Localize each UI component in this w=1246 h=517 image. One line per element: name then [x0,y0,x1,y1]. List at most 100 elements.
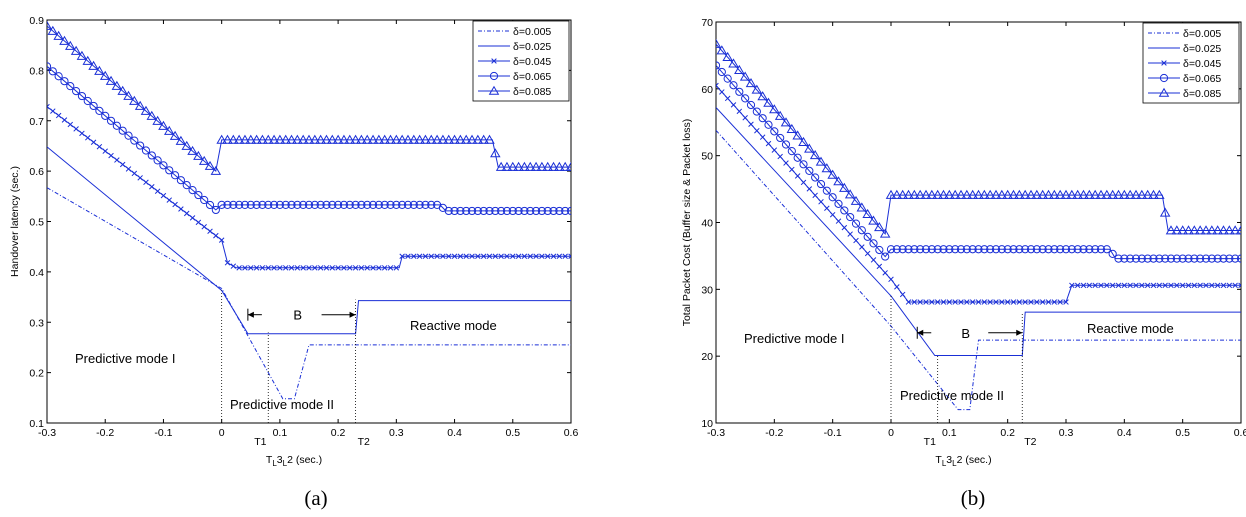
chart-a: -0.3 -0.2 -0.1 0 0.1 0.2 0.3 0.4 0.5 0.6 0.1 0.2 0.3… [9,15,578,510]
series-3-marker [969,299,976,305]
x-tick-label: 0.3 [389,427,404,439]
series-3-marker [824,205,830,211]
series-3-marker [85,135,91,141]
series-3-marker [265,265,271,271]
series-4-marker [1061,245,1071,254]
legend: δ=0.005 δ=0.025 δ=0.045 δ=0.065 δ=0.085 [472,20,570,102]
series-4-marker [60,77,69,86]
series-5-marker [827,169,838,179]
series-4-marker [851,219,861,228]
series-4-marker [1108,249,1117,259]
series-4-marker [398,200,407,209]
series-3-marker [434,253,440,260]
series-5-marker [792,130,803,140]
series-4-marker [363,200,372,209]
series-5-marker [245,134,257,144]
series-3-marker [47,103,50,110]
series-4-marker [799,160,808,169]
series-5-marker [262,134,274,144]
series-4-marker [1207,254,1216,263]
series-4-marker [549,206,558,216]
series-5-marker [1212,225,1223,235]
series-4-marker [316,200,325,209]
series-5-marker [1136,189,1148,199]
series-3-marker [556,253,563,260]
series-5-marker [140,105,152,115]
series-5-marker [874,222,885,232]
series-3-marker [1080,282,1087,289]
series-3-marker [1022,299,1028,305]
series-3-marker [1051,299,1058,305]
series-5-marker [373,134,385,144]
series-4-marker [927,245,936,254]
series-4-marker [1038,245,1047,254]
series-4-marker [898,245,907,254]
series-5-marker [65,40,76,50]
series-3-marker [90,139,97,145]
series-5-marker [94,65,105,75]
chart-b: -0.3 -0.2 -0.1 0 0.1 0.2 0.3 0.4 0.5 0.6 10 20 30 40 5… [681,17,1246,510]
legend-label-5: δ=0.085 [1183,88,1221,100]
series-4-marker [467,206,477,216]
series-4-marker [561,206,570,216]
series-4-marker [124,131,133,140]
legend-marker-4 [1159,73,1169,83]
series-5-marker [472,134,484,144]
series-5-marker [862,208,873,219]
series-3-marker [405,253,411,260]
series-4-marker [986,245,995,254]
y-tick-label: 20 [701,351,713,363]
series-4-marker [380,200,389,209]
series-3-marker [1191,282,1198,289]
legend-marker-3 [1161,60,1167,66]
series-4-marker [543,206,552,216]
legend-label-1: δ=0.005 [1183,28,1221,40]
series-3-marker [911,299,918,305]
series-3-marker [469,253,475,260]
series-5-marker [222,134,233,144]
series-5-marker [1189,225,1200,235]
series-4-marker [322,200,331,209]
series-3-marker [1074,282,1081,289]
series-3-marker [759,134,766,140]
series-4-marker [945,245,954,254]
series-3-marker [317,265,324,271]
series-5-marker [1224,225,1235,235]
series-5-marker [466,134,478,144]
series-3-marker [946,299,953,305]
series-5-marker [530,161,542,171]
series-3-marker [387,265,394,271]
legend-marker-3 [491,58,497,64]
series-3-marker [1168,282,1174,289]
series-3-marker [1039,299,1046,305]
y-axis-label: Total Packet Cost (Buffer size & Packet … [681,119,693,327]
series-3-marker [765,140,772,147]
series-4-marker [863,232,872,241]
series-5-marker [821,163,833,173]
series-3-marker [160,192,167,199]
series-3-marker [218,237,225,243]
series-4-marker [485,206,494,216]
series-4-marker [770,127,779,136]
series-5-marker [944,189,955,199]
series-3-marker [323,265,330,271]
series-4-marker [822,186,831,195]
series-5-marker [1031,189,1043,199]
y-tick-label: 0.1 [29,418,44,430]
series-4-marker [444,206,453,216]
series-4-marker [188,186,197,195]
series-4-marker [427,200,436,209]
series-3-marker [975,299,982,305]
series-3-marker [1086,282,1093,289]
series-4-marker [258,200,267,209]
series-5-marker [1200,225,1212,235]
series-3-marker [486,253,493,260]
series-3-marker [1104,282,1110,289]
series-4-marker [409,200,418,209]
series-4-marker [1196,254,1205,263]
series-5-marker [745,78,757,88]
series-3-marker [55,112,62,119]
x-tick-label: -0.2 [765,427,783,439]
series-3-marker [736,108,743,115]
series-3-marker [818,199,824,205]
